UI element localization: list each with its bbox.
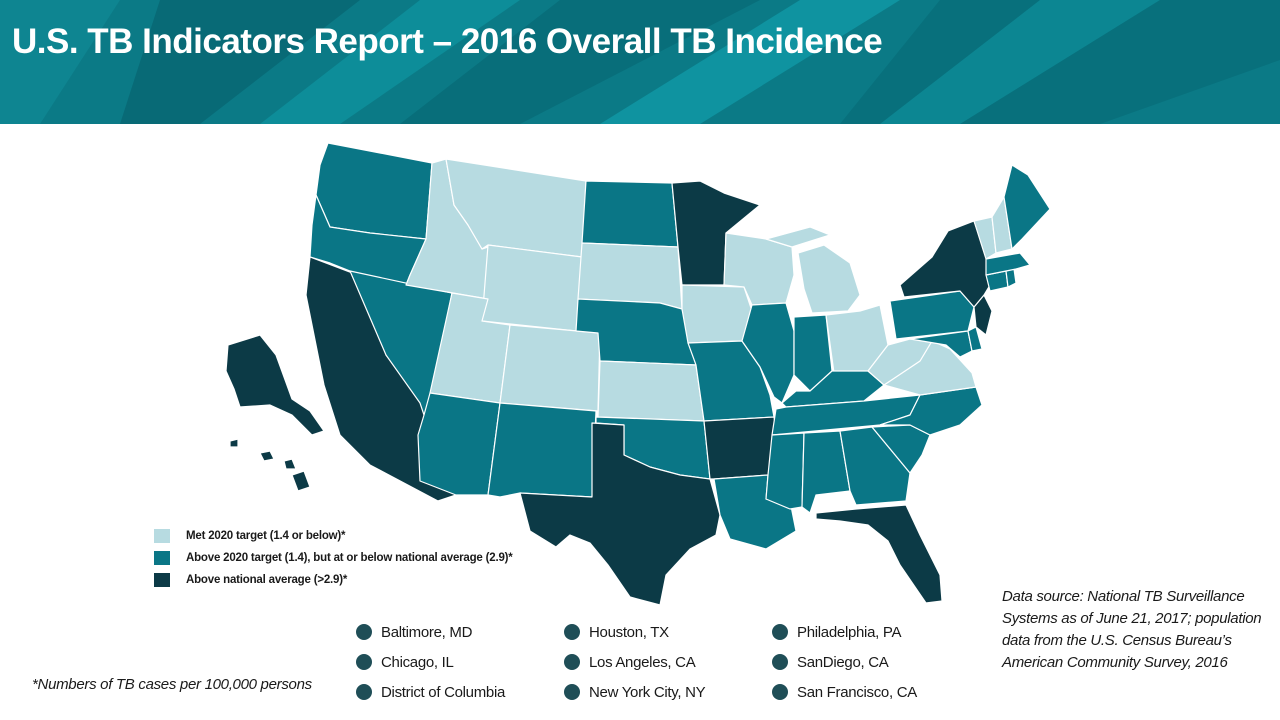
state-colorado <box>499 324 601 412</box>
city-label: SanDiego, CA <box>797 653 889 671</box>
state-alaska <box>225 334 325 436</box>
city-label: District of Columbia <box>381 683 506 701</box>
us-states-map <box>225 142 1051 606</box>
state-north-carolina <box>879 386 983 436</box>
city-item: SanDiego, CA <box>772 648 889 676</box>
us-map <box>220 135 1060 615</box>
city-item: District of Columbia <box>356 678 505 706</box>
city-item: Philadelphia, PA <box>772 618 901 646</box>
state-maine <box>1003 164 1051 250</box>
city-item: Baltimore, MD <box>356 618 472 646</box>
footnote: *Numbers of TB cases per 100,000 persons <box>32 676 312 693</box>
legend-item-above-target: Above 2020 target (1.4), but at or below… <box>154 547 513 569</box>
city-label: Houston, TX <box>589 623 669 641</box>
city-dot-icon <box>564 654 580 670</box>
city-label: Philadelphia, PA <box>797 623 902 641</box>
state-washington <box>315 142 433 240</box>
city-item: Los Angeles, CA <box>564 648 696 676</box>
legend-swatch <box>154 573 170 587</box>
state-massachusetts <box>985 252 1031 276</box>
city-dot-icon <box>564 684 580 700</box>
banner-stripes <box>0 0 1280 124</box>
state-florida <box>815 504 943 604</box>
state-arkansas <box>703 416 777 480</box>
city-dot-icon <box>356 654 372 670</box>
state-rhode-island <box>1005 268 1017 288</box>
legend-label: Above national average (>2.9)* <box>186 574 348 586</box>
state-texas <box>519 422 721 606</box>
page-title: U.S. TB Indicators Report – 2016 Overall… <box>12 22 883 61</box>
city-item: Houston, TX <box>564 618 669 646</box>
state-hawaii <box>229 438 311 492</box>
city-label: New York City, NY <box>589 683 706 701</box>
state-michigan <box>765 226 861 314</box>
state-new-mexico <box>487 402 597 498</box>
city-label: Chicago, IL <box>381 653 454 671</box>
state-arizona <box>417 392 501 496</box>
state-wyoming <box>481 244 583 332</box>
state-maryland <box>909 330 973 358</box>
city-item: New York City, NY <box>564 678 706 706</box>
legend-item-met-target: Met 2020 target (1.4 or below)* <box>154 525 513 547</box>
city-item: Chicago, IL <box>356 648 454 676</box>
city-dot-icon <box>564 624 580 640</box>
state-mississippi <box>765 432 805 510</box>
legend-label: Above 2020 target (1.4), but at or below… <box>186 552 513 564</box>
state-north-dakota <box>581 180 679 248</box>
city-item: San Francisco, CA <box>772 678 917 706</box>
city-label: Los Angeles, CA <box>589 653 696 671</box>
city-label: San Francisco, CA <box>797 683 917 701</box>
header-banner: U.S. TB Indicators Report – 2016 Overall… <box>0 0 1280 124</box>
city-dot-icon <box>356 684 372 700</box>
city-dot-icon <box>356 624 372 640</box>
legend-swatch <box>154 551 170 565</box>
city-list: Baltimore, MD Chicago, IL District of Co… <box>356 618 956 710</box>
data-source-note: Data source: National TB Surveillance Sy… <box>1002 588 1262 671</box>
city-label: Baltimore, MD <box>381 623 473 641</box>
city-dot-icon <box>772 654 788 670</box>
state-delaware <box>967 326 983 352</box>
legend-label: Met 2020 target (1.4 or below)* <box>186 530 346 542</box>
city-dot-icon <box>772 624 788 640</box>
legend-item-above-national: Above national average (>2.9)* <box>154 569 513 591</box>
city-dot-icon <box>772 684 788 700</box>
state-kansas <box>597 360 705 422</box>
map-legend: Met 2020 target (1.4 or below)* Above 20… <box>154 525 513 591</box>
state-iowa <box>681 284 753 344</box>
state-south-dakota <box>577 242 683 310</box>
legend-swatch <box>154 529 170 543</box>
